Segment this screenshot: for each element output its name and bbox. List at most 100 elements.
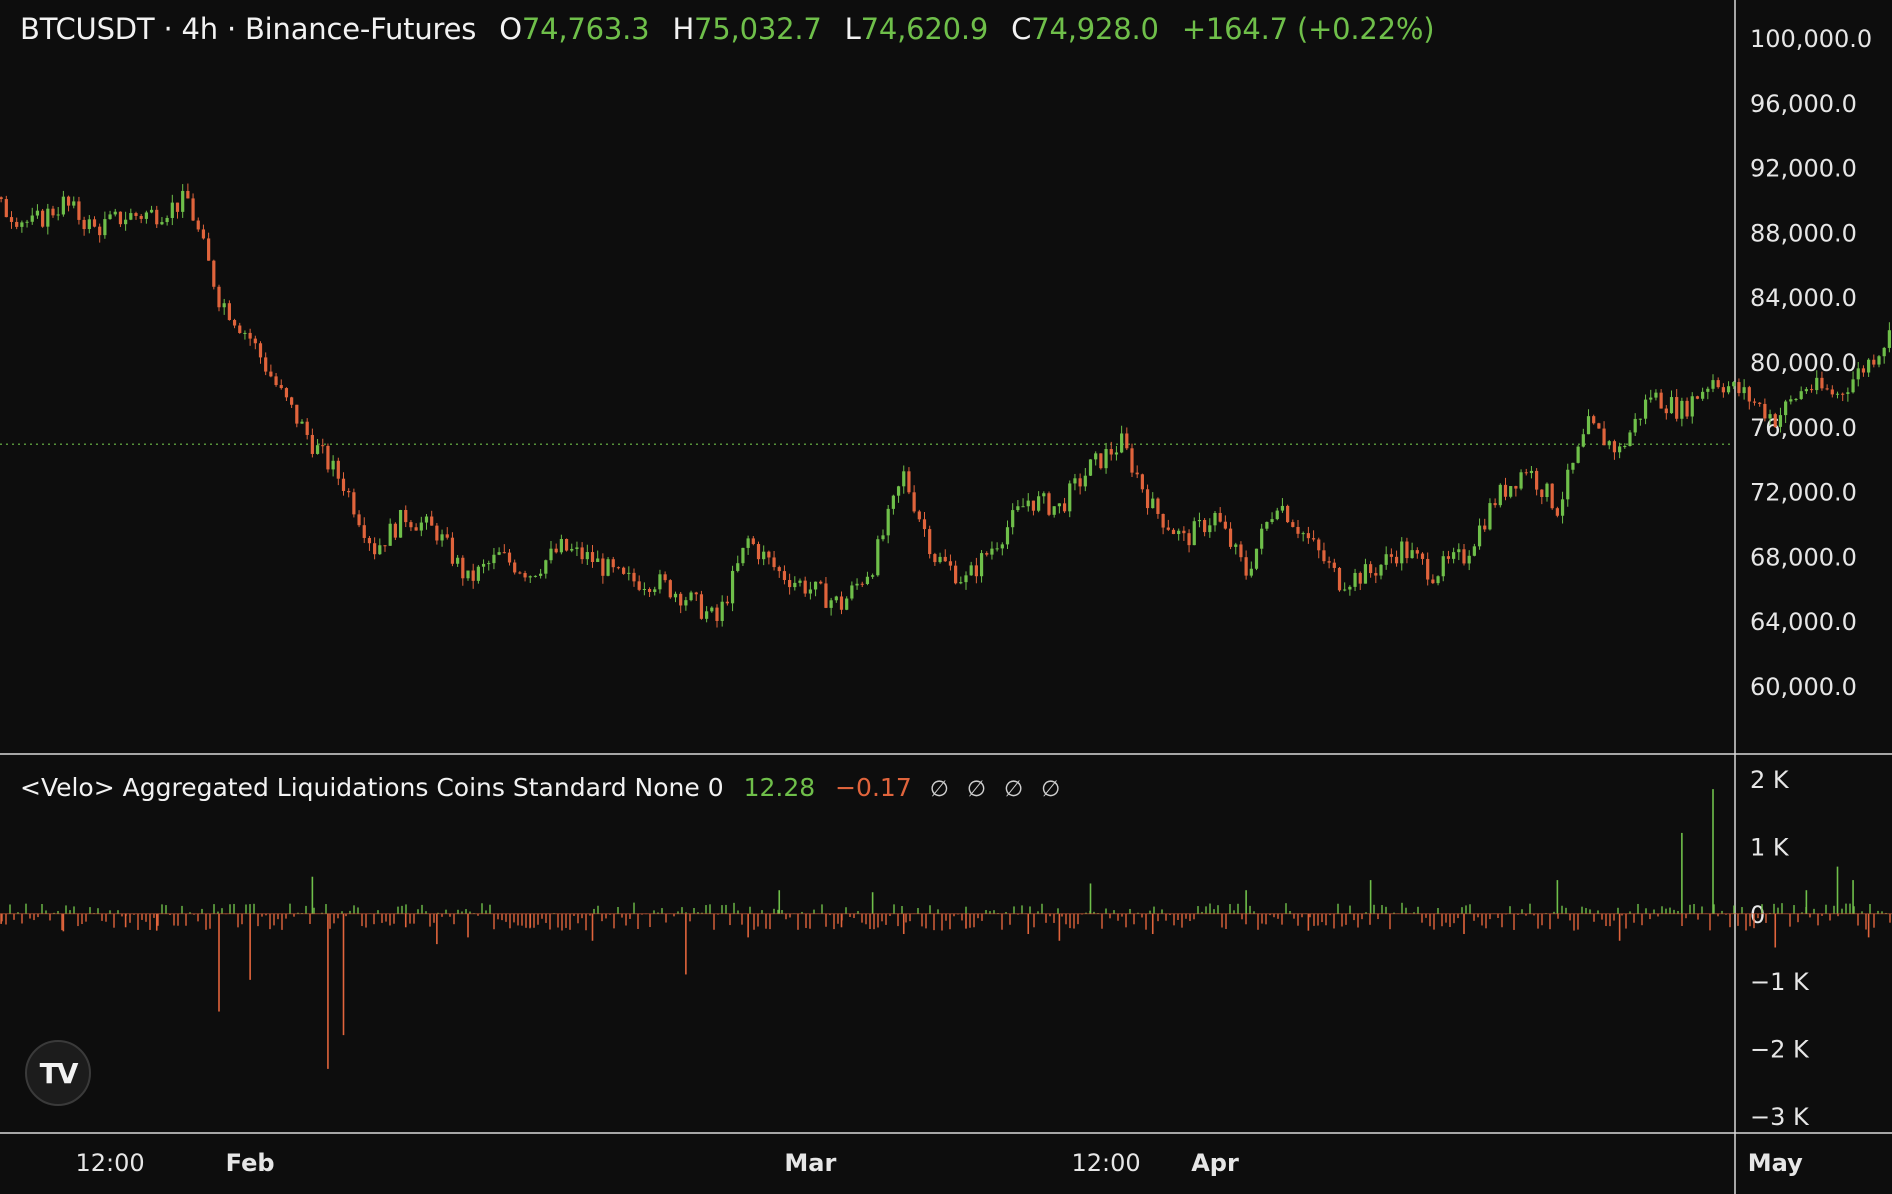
price-candle (290, 397, 294, 405)
price-candle (1197, 519, 1202, 522)
price-candle (523, 573, 527, 578)
price-axis-label: 84,000.0 (1750, 284, 1857, 312)
price-candle (56, 214, 60, 216)
price-candle (1114, 452, 1119, 455)
time-axis-label: Mar (784, 1149, 836, 1177)
price-candle (1260, 528, 1264, 549)
price-candle (284, 388, 289, 398)
price-candle (1514, 486, 1518, 489)
price-candle (160, 222, 164, 225)
price-candle (414, 527, 418, 531)
price-candle (549, 548, 553, 561)
price-candle (1286, 505, 1290, 523)
price-candle (886, 508, 890, 536)
indicator-slot: ∅ (1041, 777, 1061, 802)
price-candle (1135, 472, 1139, 475)
price-candle (1752, 401, 1757, 403)
price-candle (746, 538, 750, 548)
price-candle (611, 559, 615, 568)
price-candle (1789, 399, 1793, 402)
price-candle (1664, 408, 1668, 414)
price-candle (632, 572, 636, 582)
indicator-value-positive: 12.28 (743, 773, 816, 802)
price-candle (720, 601, 724, 621)
price-candle (1441, 556, 1445, 577)
price-candle (440, 534, 444, 541)
price-candle (248, 332, 252, 339)
price-candle (653, 589, 657, 592)
price-candle (326, 445, 330, 470)
price-candle (66, 196, 71, 206)
price-candle (513, 562, 517, 573)
price-candle (1218, 512, 1222, 522)
price-candle (793, 582, 797, 588)
price-candle (1809, 389, 1814, 391)
price-candle (1742, 387, 1746, 394)
indicator-axis-label: 1 K (1750, 833, 1790, 861)
price-axis-label: 96,000.0 (1750, 90, 1857, 118)
price-candle (1405, 541, 1409, 559)
price-candle (1747, 387, 1751, 402)
price-candle (564, 539, 569, 551)
price-candle (1851, 379, 1855, 393)
price-candle (217, 286, 221, 308)
price-candle (1592, 416, 1596, 424)
price-candle (404, 509, 408, 523)
price-axis-label: 72,000.0 (1750, 479, 1857, 507)
price-candle (352, 492, 356, 515)
price-candle (1052, 506, 1056, 515)
price-candle (409, 522, 413, 528)
price-candle (191, 198, 195, 221)
price-candle (933, 554, 937, 563)
price-candle (1467, 555, 1471, 564)
price-candle (803, 580, 807, 594)
price-candle (1177, 530, 1181, 535)
price-candle (1529, 470, 1534, 474)
price-candle (1701, 391, 1705, 399)
price-candle (772, 557, 776, 568)
price-candle (829, 600, 833, 608)
price-candle (1633, 418, 1637, 433)
symbol-title[interactable]: BTCUSDT · 4h · Binance-Futures (20, 12, 477, 46)
price-candle (1161, 513, 1165, 528)
price-candle (1675, 397, 1679, 419)
price-candle (1612, 441, 1617, 453)
price-axis-label: 80,000.0 (1750, 349, 1857, 377)
price-candle (1317, 539, 1321, 551)
price-candle (865, 576, 870, 585)
price-candle (336, 460, 340, 479)
price-candle (979, 553, 984, 577)
price-candle (528, 576, 532, 578)
logo-text: TV (39, 1056, 79, 1090)
price-candle (684, 600, 688, 606)
price-candle (1415, 550, 1419, 554)
price-candle (1343, 589, 1347, 591)
price-candle (1249, 568, 1253, 576)
indicator-name[interactable]: <Velo> Aggregated Liquidations Coins Sta… (20, 773, 724, 802)
price-candle (1877, 356, 1881, 365)
price-candle (777, 567, 781, 572)
price-candle (61, 196, 65, 215)
indicator-slot: ∅ (929, 777, 949, 802)
price-candle (1057, 503, 1061, 507)
price-candle (1649, 397, 1653, 400)
price-axis-label: 76,000.0 (1750, 414, 1857, 442)
price-candle (1088, 459, 1093, 476)
price-candle (1078, 478, 1082, 487)
price-candle (476, 566, 480, 581)
price-candle (1270, 519, 1274, 522)
price-candle (1420, 553, 1425, 559)
price-candle (730, 570, 735, 604)
price-candle (741, 547, 745, 564)
price-candle (1394, 556, 1399, 564)
low-value: 74,620.9 (860, 12, 989, 46)
price-candle (1120, 433, 1124, 453)
price-candle (1337, 567, 1342, 591)
price-candle (1254, 548, 1259, 569)
price-candle (15, 221, 19, 227)
tradingview-logo-icon[interactable]: TV (25, 1040, 91, 1106)
price-candle (170, 202, 174, 218)
price-candle (1005, 527, 1010, 545)
price-candle (756, 544, 761, 560)
